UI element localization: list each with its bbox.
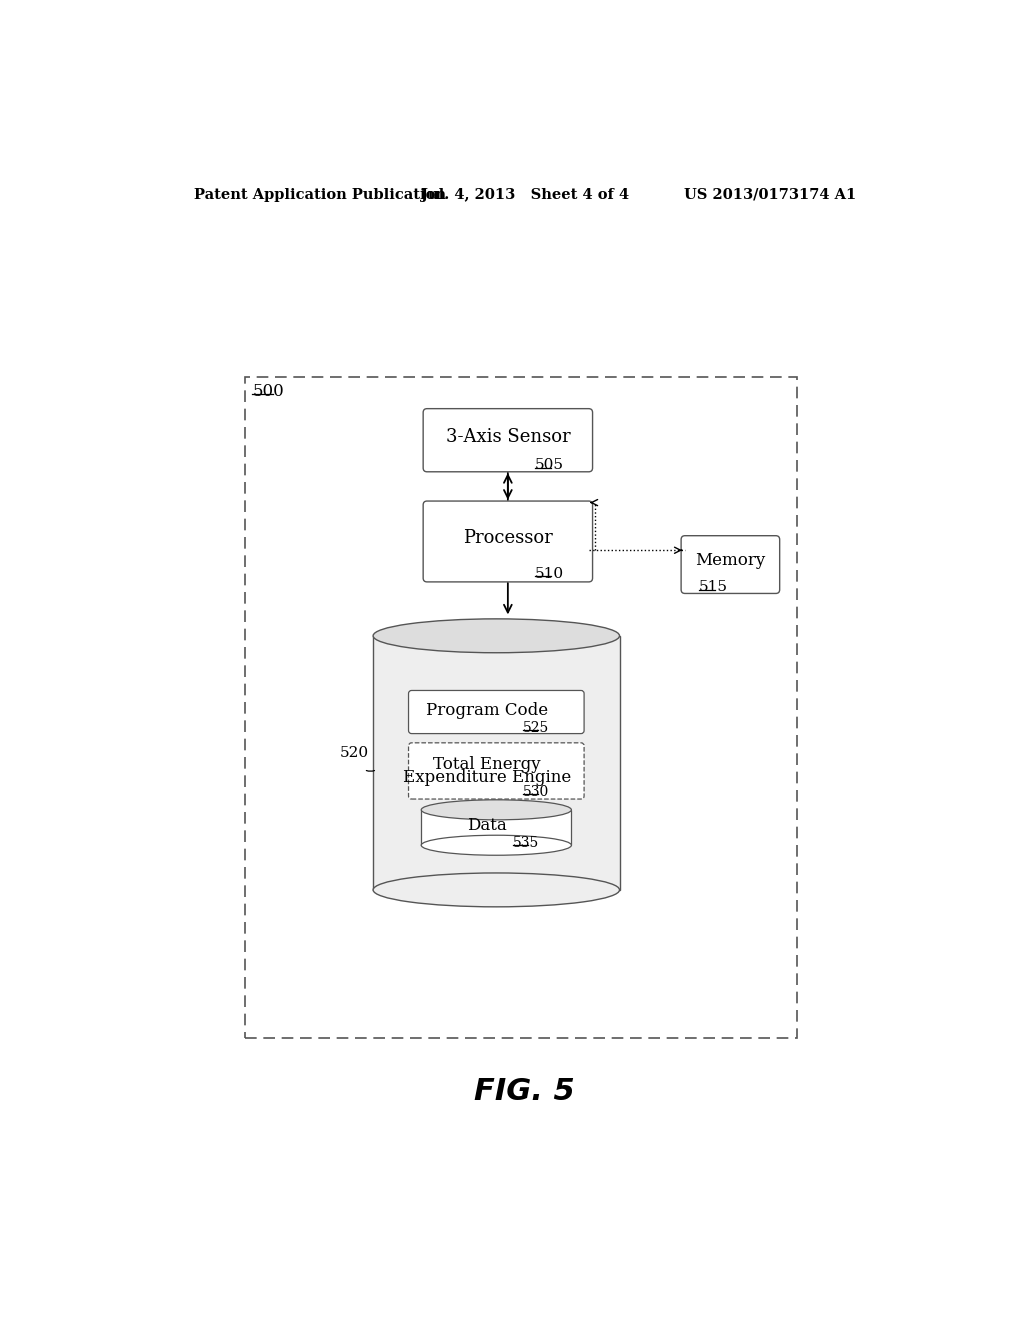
Text: Expenditure Engine: Expenditure Engine — [403, 770, 571, 787]
Text: Total Energy: Total Energy — [433, 755, 541, 772]
Text: Processor: Processor — [463, 529, 553, 548]
FancyBboxPatch shape — [423, 502, 593, 582]
Text: Data: Data — [467, 817, 507, 834]
Text: Jul. 4, 2013   Sheet 4 of 4: Jul. 4, 2013 Sheet 4 of 4 — [421, 187, 629, 202]
Bar — [245, 378, 798, 1038]
Bar — [373, 636, 620, 890]
Text: 535: 535 — [513, 836, 540, 850]
Ellipse shape — [373, 873, 620, 907]
Ellipse shape — [421, 836, 571, 855]
Text: Program Code: Program Code — [426, 702, 548, 719]
Text: 525: 525 — [523, 721, 550, 735]
Ellipse shape — [421, 800, 571, 820]
Bar — [421, 810, 571, 845]
Text: Patent Application Publication: Patent Application Publication — [194, 187, 445, 202]
FancyBboxPatch shape — [409, 743, 584, 799]
Text: 520: 520 — [340, 746, 369, 760]
Text: US 2013/0173174 A1: US 2013/0173174 A1 — [684, 187, 856, 202]
FancyBboxPatch shape — [681, 536, 779, 594]
Text: 500: 500 — [252, 383, 284, 400]
FancyBboxPatch shape — [423, 409, 593, 471]
Text: Memory: Memory — [695, 552, 766, 569]
Text: 530: 530 — [523, 785, 550, 799]
Text: 510: 510 — [535, 566, 564, 581]
Text: 505: 505 — [535, 458, 564, 473]
FancyBboxPatch shape — [409, 690, 584, 734]
Ellipse shape — [373, 619, 620, 653]
Text: 3-Axis Sensor: 3-Axis Sensor — [445, 428, 570, 446]
Text: FIG. 5: FIG. 5 — [474, 1077, 575, 1106]
Text: 515: 515 — [698, 581, 728, 594]
